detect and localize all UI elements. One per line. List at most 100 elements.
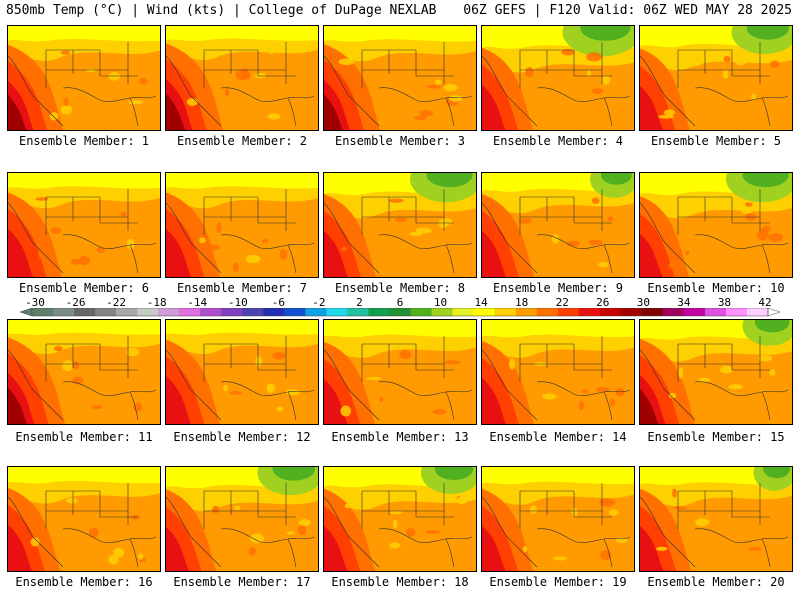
scale-color-swatch	[347, 308, 369, 316]
ensemble-member-map	[639, 466, 793, 572]
temperature-field	[640, 26, 792, 130]
temperature-field	[640, 320, 792, 424]
temperature-field	[8, 467, 160, 571]
ensemble-member-label: Ensemble Member: 12	[173, 430, 311, 444]
scale-color-swatch	[620, 308, 643, 316]
ensemble-member-label: Ensemble Member: 11	[15, 430, 153, 444]
scale-tick-label: -18	[146, 296, 167, 309]
ensemble-member-map	[323, 319, 477, 425]
scale-tick-label: -26	[65, 296, 86, 309]
temperature-field	[8, 320, 160, 424]
ensemble-member-label: Ensemble Member: 4	[492, 134, 624, 148]
scale-tick-label: 30	[636, 296, 650, 309]
ensemble-member-label: Ensemble Member: 18	[331, 575, 469, 589]
ensemble-member-map	[481, 466, 635, 572]
ensemble-member-label: Ensemble Member: 9	[492, 281, 624, 295]
ensemble-member-label: Ensemble Member: 3	[334, 134, 466, 148]
scale-tick-label: -2	[312, 296, 326, 309]
ensemble-member-map	[7, 172, 161, 278]
temperature-field	[324, 26, 476, 130]
scale-tick-label: -6	[271, 296, 285, 309]
temperature-field	[482, 467, 634, 571]
ensemble-member-map	[639, 319, 793, 425]
scale-color-swatch	[95, 308, 117, 316]
temperature-field	[640, 173, 792, 277]
scale-color-swatch	[242, 308, 264, 316]
scale-tick-label: 42	[758, 296, 772, 309]
scale-color-swatch	[725, 308, 748, 316]
temperature-field	[8, 26, 160, 130]
ensemble-member-map	[7, 466, 161, 572]
scale-color-swatch	[158, 308, 180, 316]
ensemble-member-map	[165, 319, 319, 425]
scale-color-swatch	[578, 308, 601, 316]
ensemble-member-map	[323, 466, 477, 572]
temperature-field	[324, 320, 476, 424]
scale-tick-label: -22	[106, 296, 127, 309]
map-title: 850mb Temp (°C) | Wind (kts) | College o…	[6, 3, 437, 18]
scale-tick-label: -14	[187, 296, 208, 309]
ensemble-member-map	[481, 319, 635, 425]
scale-color-swatch	[137, 308, 159, 316]
scale-color-swatch	[263, 308, 285, 316]
scale-color-swatch	[74, 308, 96, 316]
scale-color-swatch	[116, 308, 138, 316]
temperature-field	[166, 173, 318, 277]
ensemble-member-label: Ensemble Member: 1	[18, 134, 150, 148]
scale-color-swatch	[704, 308, 727, 316]
scale-color-swatch	[200, 308, 222, 316]
ensemble-member-label: Ensemble Member: 15	[647, 430, 785, 444]
scale-tick-label: 18	[515, 296, 529, 309]
ensemble-member-label: Ensemble Member: 17	[173, 575, 311, 589]
scale-color-swatch	[305, 308, 327, 316]
temperature-field	[324, 467, 476, 571]
scale-color-swatch	[599, 308, 622, 316]
scale-color-swatch	[389, 308, 412, 316]
scale-tick-label: 38	[717, 296, 732, 309]
temperature-field	[324, 173, 476, 277]
scale-color-swatch	[641, 308, 664, 316]
ensemble-member-label: Ensemble Member: 6	[18, 281, 150, 295]
scale-color-swatch	[557, 308, 580, 316]
ensemble-member-map	[639, 172, 793, 278]
ensemble-member-label: Ensemble Member: 19	[489, 575, 627, 589]
scale-tick-label: 14	[474, 296, 488, 309]
scale-tick-label: 6	[396, 296, 404, 309]
ensemble-member-map	[323, 172, 477, 278]
scale-color-swatch	[284, 308, 306, 316]
scale-color-swatch	[662, 308, 685, 316]
ensemble-member-label: Ensemble Member: 8	[334, 281, 466, 295]
ensemble-member-map	[165, 466, 319, 572]
scale-color-swatch	[746, 308, 769, 316]
scale-tick-label: 2	[356, 296, 363, 309]
scale-color-swatch	[431, 308, 454, 316]
ensemble-member-map	[7, 25, 161, 131]
scale-color-swatch	[53, 308, 75, 316]
color-scale-bar	[19, 308, 781, 317]
ensemble-member-label: Ensemble Member: 2	[176, 134, 308, 148]
scale-tick-label: 22	[555, 296, 569, 309]
ensemble-member-label: Ensemble Member: 16	[15, 575, 153, 589]
temperature-color-scale: -30 -26 -22 -18 -14 -10 -6 -2 2 6 10 14 18 22 26 30 34 38…	[0, 296, 800, 318]
scale-tick-label: 34	[677, 296, 691, 309]
ensemble-member-map	[639, 25, 793, 131]
scale-color-swatch	[221, 308, 243, 316]
scale-color-swatch	[179, 308, 201, 316]
scale-color-swatch	[473, 308, 496, 316]
scale-color-swatch	[494, 308, 517, 316]
scale-color-swatch	[368, 308, 390, 316]
ensemble-member-map	[7, 319, 161, 425]
scale-color-swatch	[452, 308, 475, 316]
ensemble-member-map	[165, 25, 319, 131]
ensemble-member-map	[165, 172, 319, 278]
temperature-field	[482, 173, 634, 277]
ensemble-member-label: Ensemble Member: 20	[647, 575, 785, 589]
ensemble-member-label: Ensemble Member: 7	[176, 281, 308, 295]
temperature-field	[166, 26, 318, 130]
scale-color-swatch	[683, 308, 706, 316]
scale-tick-label: 10	[433, 296, 448, 309]
ensemble-member-label: Ensemble Member: 5	[650, 134, 782, 148]
scale-color-swatch	[326, 308, 348, 316]
ensemble-member-label: Ensemble Member: 14	[489, 430, 627, 444]
temperature-field	[8, 173, 160, 277]
